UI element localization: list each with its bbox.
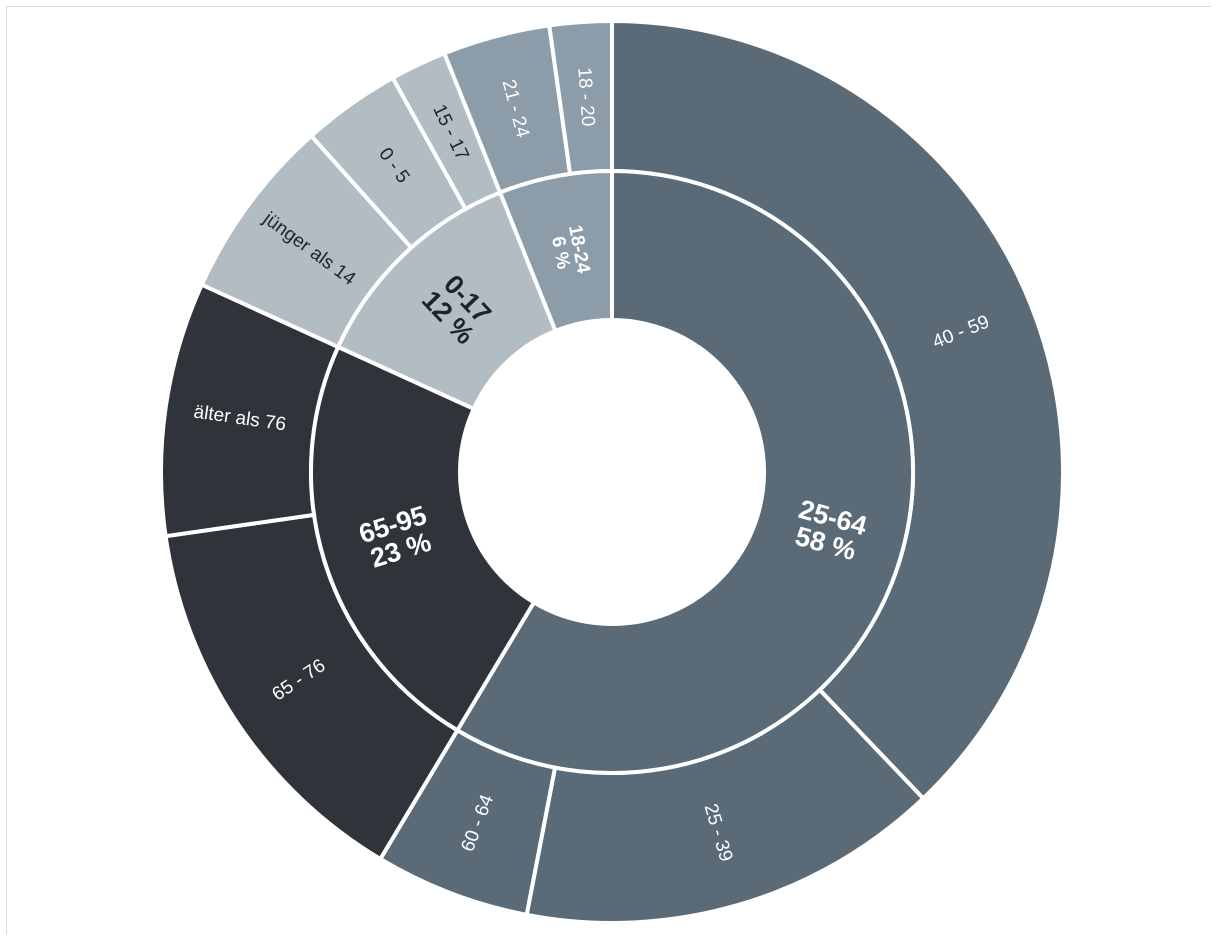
outer-ring [159,18,1065,925]
center-hole [462,322,762,622]
inner-label-65-95: 65-9523 % [355,500,438,575]
inner-segment-65-95 [309,344,537,733]
inner-ring [309,168,915,775]
inner-segment-25-64 [454,168,915,775]
inner-segment-18-24 [497,168,614,334]
outer-label-18-20: 18 - 20 [573,67,598,127]
chart-frame [6,6,1211,934]
